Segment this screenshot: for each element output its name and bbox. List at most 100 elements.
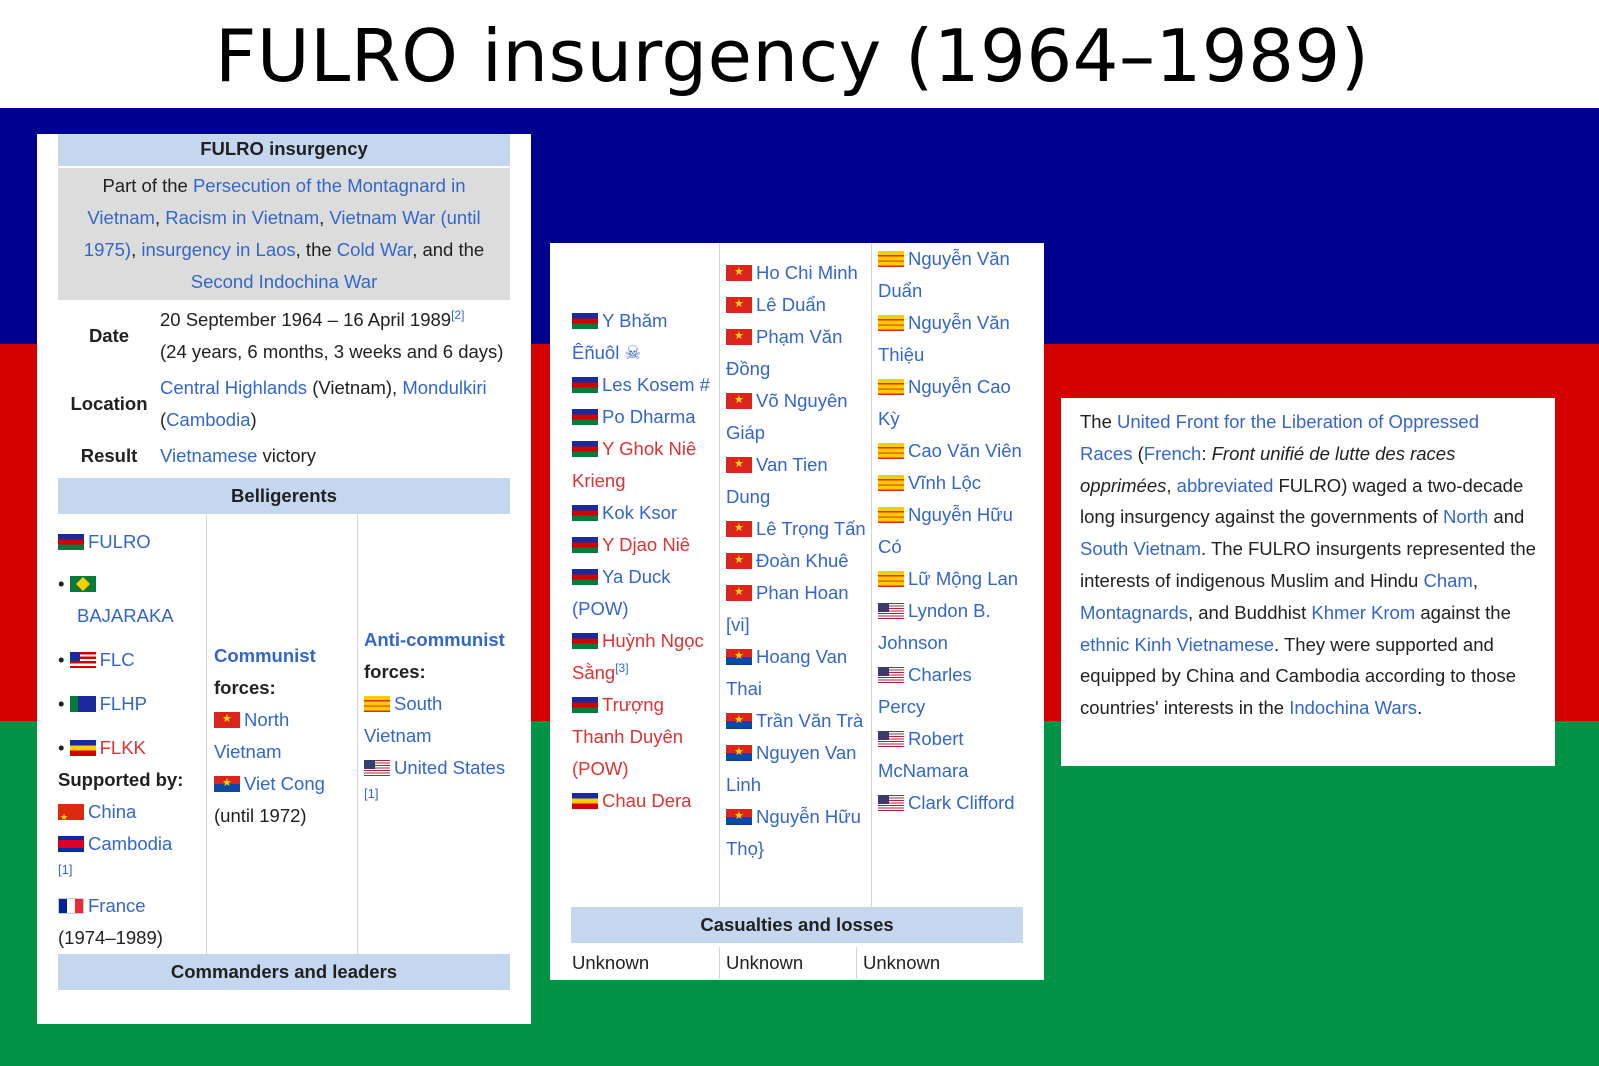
part-of: Part of the Persecution of the Montagnar… [58, 168, 510, 300]
link-ethnic-kinh[interactable]: ethnic Kinh Vietnamese [1080, 633, 1275, 655]
link-commander[interactable]: Chau Dera [602, 790, 692, 811]
link-commander[interactable]: Robert McNamara [878, 728, 969, 781]
south-vietnam-flag-icon [878, 379, 904, 395]
link-commander[interactable]: Nguyễn Văn Thiệu [878, 312, 1010, 365]
link-commander[interactable]: Trần Văn Trà [756, 710, 864, 731]
link-commander[interactable]: Charles Percy [878, 664, 972, 717]
viet-cong-entry: Viet Cong [214, 768, 357, 800]
anticommunist-commanders-column: Nguyễn Văn Duẩn Nguyễn Văn Thiệu Nguyễn … [871, 243, 1023, 907]
viet-cong-flag-icon [214, 775, 240, 792]
link-cambodia[interactable]: Cambodia [166, 409, 251, 430]
link-bajaraka[interactable]: BAJARAKA [77, 605, 174, 626]
flc-flag-icon [69, 652, 96, 668]
link-cambodia-support[interactable]: Cambodia [88, 833, 173, 854]
link-fulro[interactable]: FULRO [88, 531, 151, 552]
link-commander[interactable]: Nguyễn Hữu Có [878, 504, 1013, 557]
bajaraka-flag-icon [69, 576, 96, 592]
link-commander[interactable]: Ho Chi Minh [756, 262, 858, 283]
link-flkk[interactable]: FLKK [99, 737, 146, 758]
fulro-flag-icon [58, 534, 84, 550]
flc-entry: • FLC [58, 649, 135, 670]
commander-entry: Phạm Văn Đồng [726, 321, 871, 385]
date-row: Date 20 September 1964 – 16 April 1989[2… [58, 304, 510, 368]
link-commander[interactable]: Lê Duẩn [756, 294, 826, 315]
link-commander[interactable]: Nguyễn Hữu Thọ} [726, 806, 861, 859]
flkk-entry: • FLKK [58, 737, 146, 758]
link-flhp[interactable]: FLHP [99, 693, 147, 714]
link-central-highlands[interactable]: Central Highlands [160, 377, 308, 398]
link-flc[interactable]: FLC [99, 649, 135, 670]
us-ref[interactable]: [1] [364, 786, 379, 801]
page-title: FULRO insurgency (1964–1989) [215, 14, 1370, 98]
viet-cong-flag-icon [726, 744, 752, 761]
link-north[interactable]: North [1443, 506, 1489, 528]
link-khmer-krom[interactable]: Khmer Krom [1311, 601, 1416, 623]
link-commander[interactable]: Y Djao Niê [602, 534, 691, 555]
link-montagnards[interactable]: Montagnards [1080, 601, 1188, 623]
link-commander[interactable]: Nguyen Van Linh [726, 742, 857, 795]
link-commander[interactable]: Lữ Mộng Lan [908, 568, 1019, 589]
us-flag-icon [878, 603, 904, 619]
commander-entry: Lữ Mộng Lan [878, 563, 1023, 595]
flkk-flag-icon [572, 793, 598, 809]
link-fulro-full[interactable]: United Front for the Liberation of Oppre… [1080, 411, 1480, 464]
link-commander[interactable]: Po Dharma [602, 406, 696, 427]
link-second-indochina-war[interactable]: Second Indochina War [190, 271, 378, 292]
link-commander[interactable]: Trượng Thanh Duyên (POW) [572, 694, 684, 779]
link-commander[interactable]: Y Ghok Niê Krieng [572, 438, 697, 491]
date-ref[interactable]: [2] [451, 307, 465, 322]
huynh-ref[interactable]: [3] [615, 660, 629, 675]
fulro-flag-icon [572, 313, 598, 329]
link-commander[interactable]: Nguyễn Văn Duẩn [878, 248, 1010, 301]
link-commander[interactable]: Võ Nguyên Giáp [726, 390, 848, 443]
fulro-flag-icon [572, 441, 598, 457]
link-france[interactable]: France [88, 895, 146, 916]
link-vietnam-war[interactable]: Vietnam War (until 1975) [83, 207, 481, 260]
link-commander[interactable]: Vĩnh Lộc [908, 472, 982, 493]
link-insurgency-laos[interactable]: insurgency in Laos [141, 239, 296, 260]
link-commander[interactable]: Huỳnh Ngọc Sằng [572, 630, 704, 683]
link-commander[interactable]: Phạm Văn Đồng [726, 326, 843, 379]
link-commander[interactable]: Cao Văn Viên [908, 440, 1022, 461]
link-viet-cong[interactable]: Viet Cong [244, 773, 325, 794]
link-cold-war[interactable]: Cold War [336, 239, 413, 260]
flhp-entry: • FLHP [58, 693, 147, 714]
link-commander[interactable]: Lyndon B. Johnson [878, 600, 991, 653]
link-commander[interactable]: Clark Clifford [908, 792, 1015, 813]
link-commander[interactable]: Lê Trọng Tấn [756, 518, 866, 539]
cambodia-ref[interactable]: [1] [58, 862, 73, 877]
link-commander[interactable]: Đoàn Khuê [756, 550, 849, 571]
link-cham[interactable]: Cham [1423, 569, 1473, 591]
link-commander[interactable]: Nguyễn Cao Kỳ [878, 376, 1011, 429]
commander-entry: Kok Ksor [572, 497, 719, 529]
link-commander[interactable]: Hoang Van Thai [726, 646, 848, 699]
link-persecution[interactable]: Persecution of the Montagnard in Vietnam [87, 175, 466, 228]
link-communist[interactable]: Communist [214, 645, 316, 666]
link-french[interactable]: French [1143, 442, 1202, 464]
link-mondulkiri[interactable]: Mondulkiri [402, 377, 487, 398]
link-racism[interactable]: Racism in Vietnam [165, 207, 320, 228]
commander-entry: Nguyễn Văn Duẩn [878, 243, 1023, 307]
fulro-flag-icon [572, 409, 598, 425]
link-commander[interactable]: Kok Ksor [602, 502, 678, 523]
link-china[interactable]: China [88, 801, 137, 822]
link-south-vietnam[interactable]: South Vietnam [364, 693, 443, 746]
link-anti-communist[interactable]: Anti-communist [364, 629, 505, 650]
link-abbreviated[interactable]: abbreviated [1176, 474, 1274, 496]
south-vietnam-entry: South Vietnam [364, 688, 507, 752]
fulro-flag-icon [572, 537, 598, 553]
belligerent-communist-column: Communist forces: North Vietnam Viet Con… [206, 514, 357, 954]
link-commander[interactable]: Les Kosem # [602, 374, 710, 395]
link-vietnamese[interactable]: Vietnamese [160, 445, 258, 466]
summary-panel: The United Front for the Liberation of O… [1061, 398, 1555, 766]
link-commander[interactable]: Phan Hoan [vi] [726, 582, 849, 635]
link-commander[interactable]: Ya Duck (POW) [572, 566, 671, 619]
us-flag-icon [364, 760, 390, 776]
link-united-states[interactable]: United States [394, 757, 506, 778]
location-row: Location Central Highlands (Vietnam), Mo… [58, 372, 510, 436]
link-commander[interactable]: Van Tien Dung [726, 454, 828, 507]
link-south-vietnam-summary[interactable]: South Vietnam [1080, 538, 1202, 560]
link-commander[interactable]: Y Bhăm Êñuôl ☠ [572, 310, 668, 363]
link-indochina-wars[interactable]: Indochina Wars [1289, 697, 1418, 719]
link-north-vietnam[interactable]: North Vietnam [214, 709, 290, 762]
